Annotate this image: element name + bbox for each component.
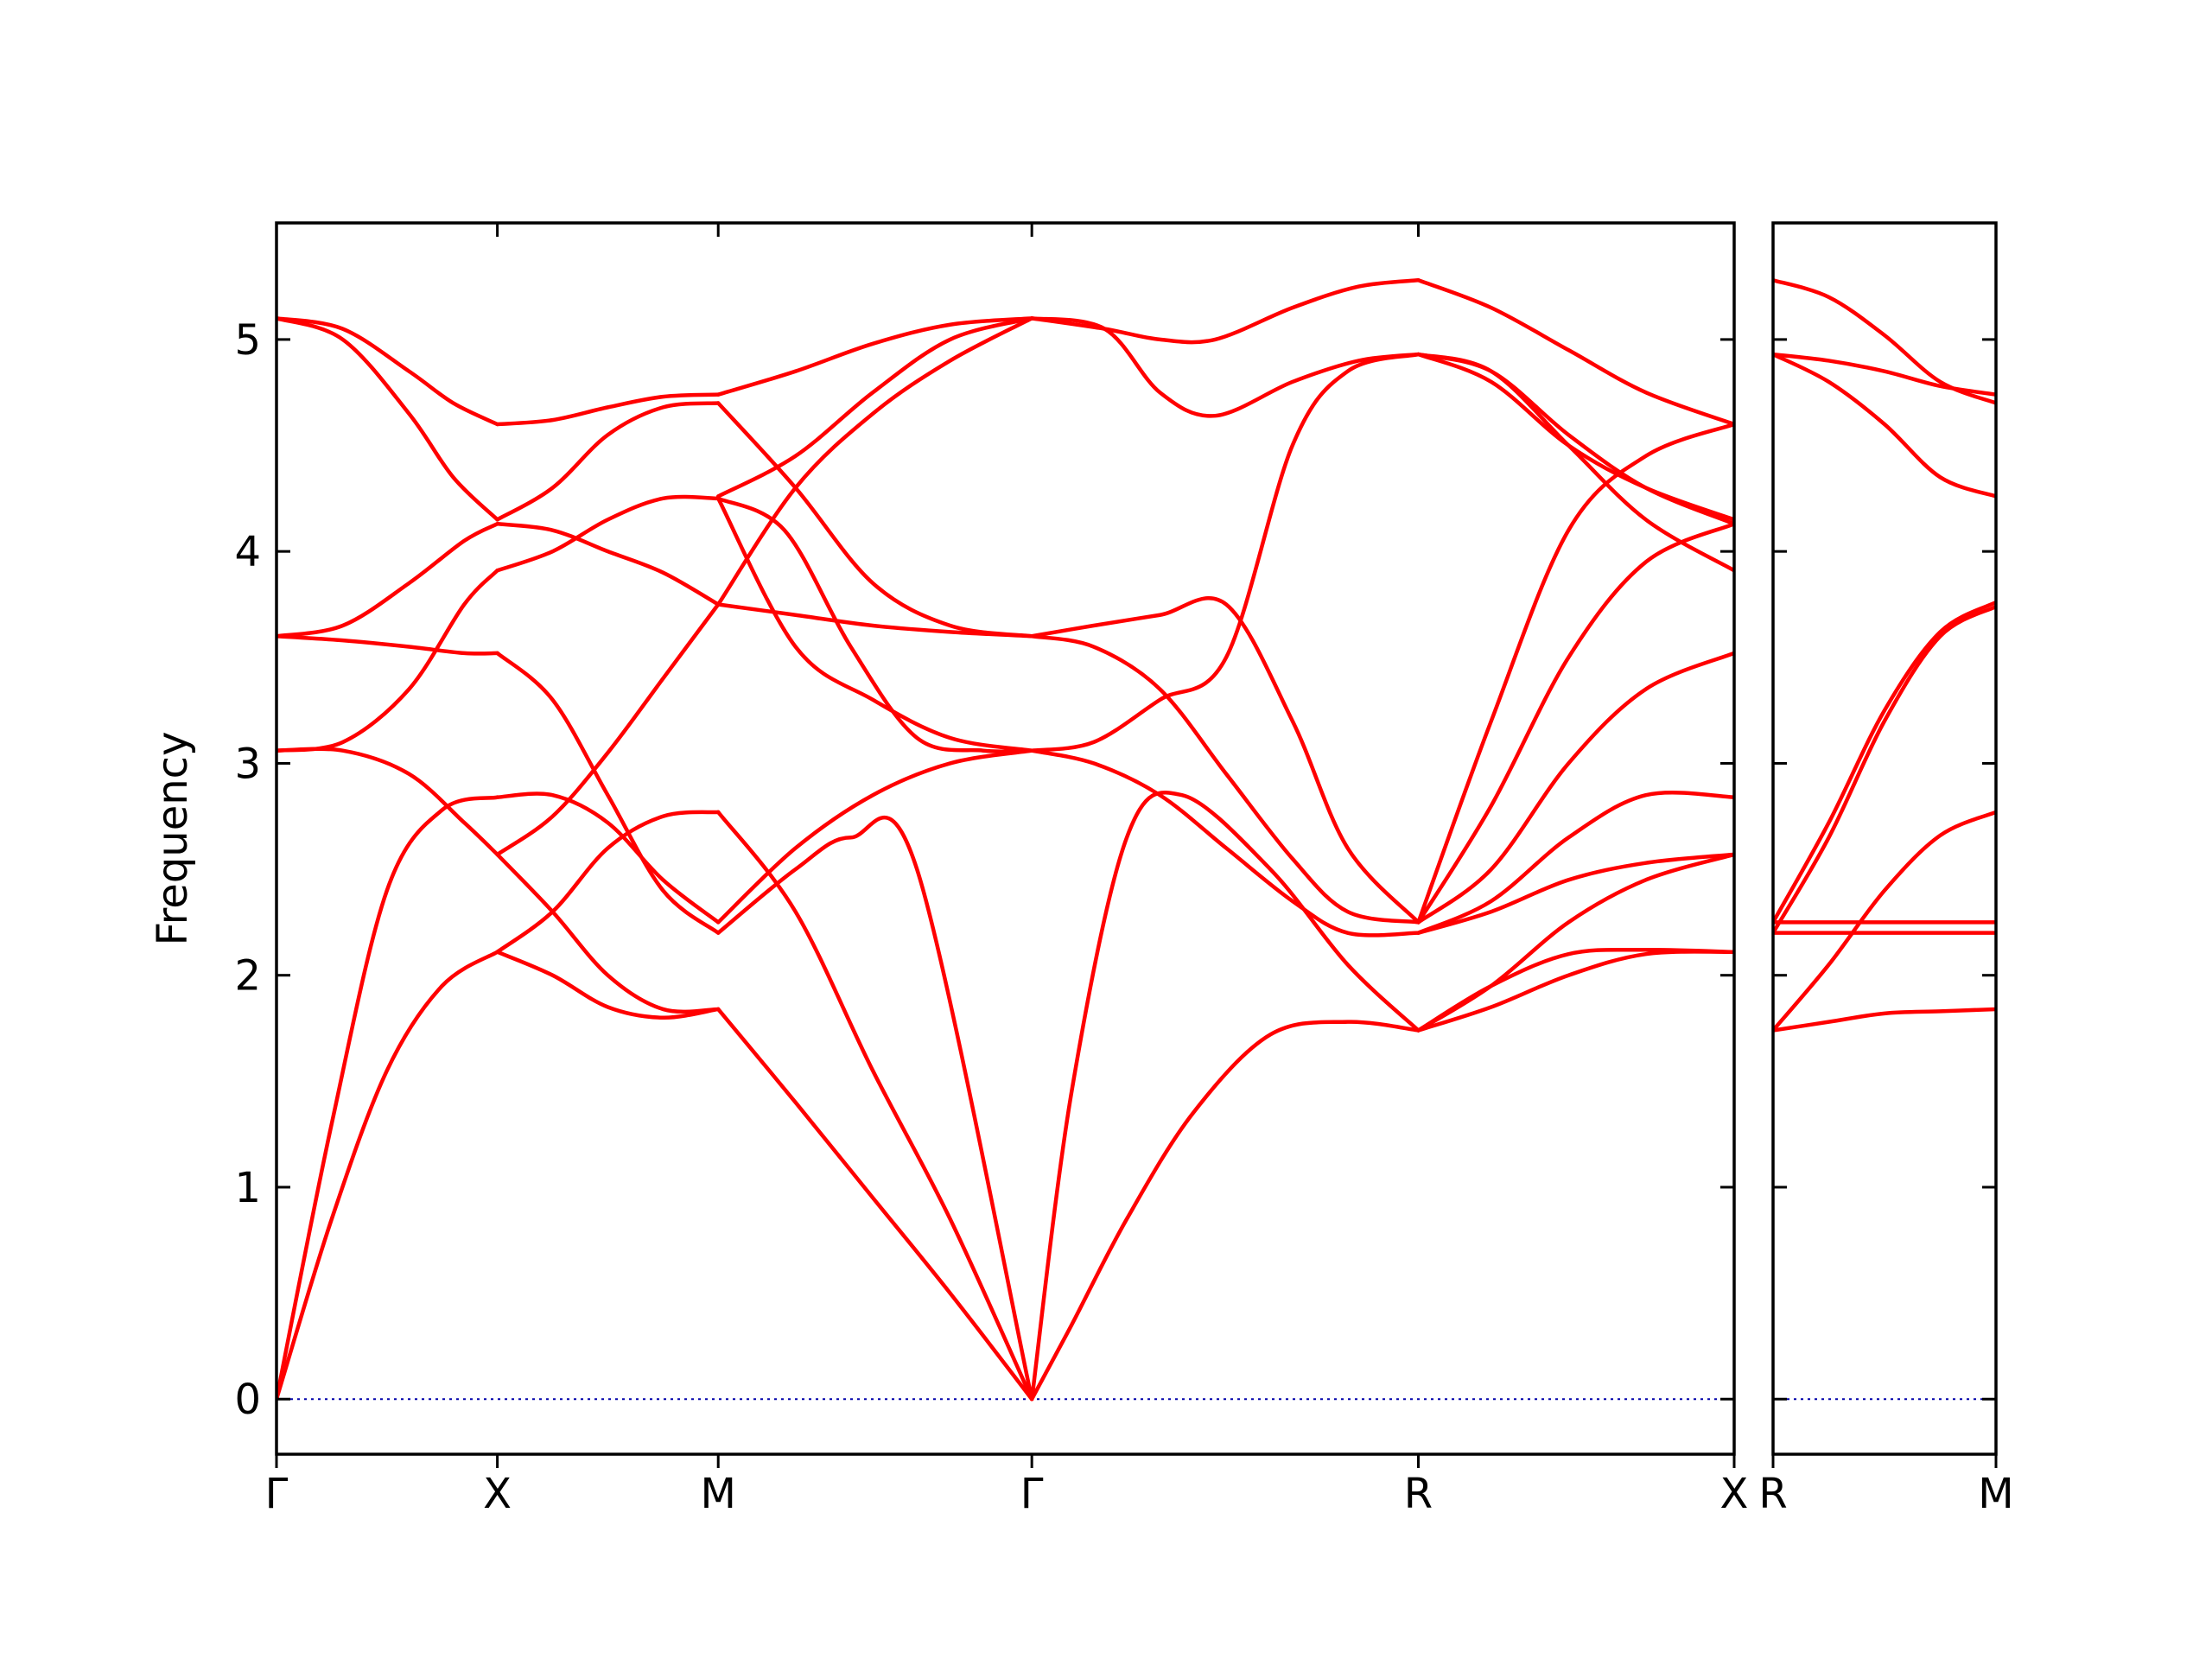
band-line-main-40 (1416, 852, 1734, 1033)
band-line-main-14 (495, 494, 721, 573)
band-line-right-7 (1773, 352, 1996, 397)
band-line-right-1 (1773, 810, 1996, 1033)
band-line-main-28 (715, 316, 1034, 397)
band-line-main-3 (276, 568, 499, 753)
x-tick-label: Γ (265, 1470, 289, 1518)
band-line-right-8 (1773, 277, 1996, 405)
y-tick-label: 2 (234, 952, 261, 1001)
band-line-main-38 (1416, 950, 1734, 1033)
band-line-main-44 (1416, 422, 1734, 925)
x-tick-label: R (1404, 1470, 1433, 1518)
x-tick-label: M (701, 1470, 736, 1518)
panel-main: 0 1 2 3 4 5 Γ X M Γ R X (234, 221, 1749, 1518)
band-line-main-47 (1416, 352, 1734, 526)
y-axis-label-group: Frequency (149, 732, 197, 946)
band-line-main-31 (1029, 748, 1421, 938)
y-tick-label: 0 (234, 1376, 261, 1424)
y-tick-label: 1 (234, 1164, 261, 1212)
band-line-main-18 (715, 1007, 1034, 1402)
band-line-main-23 (715, 496, 1034, 754)
x-tick-label: M (1978, 1470, 2013, 1518)
band-line-main-34 (1029, 634, 1421, 925)
band-line-main-48 (1416, 277, 1734, 427)
band-line-main-27 (715, 316, 1034, 499)
band-series-group (1773, 277, 1996, 1033)
y-tick-label: 3 (234, 740, 261, 788)
band-line-main-16 (495, 401, 721, 522)
band-line-right-6 (1773, 352, 1996, 499)
band-line-right-0 (1773, 1007, 1996, 1033)
band-line-main-39 (1416, 852, 1734, 935)
band-line-main-1 (276, 950, 499, 1402)
band-line-main-43 (1416, 522, 1734, 925)
band-line-main-17 (495, 392, 721, 427)
band-line-main-29 (1029, 1020, 1421, 1402)
axes-frame-right (1771, 221, 1998, 1456)
band-line-main-11 (495, 602, 721, 857)
band-line-main-13 (495, 810, 721, 954)
band-line-main-0 (276, 795, 499, 1402)
x-tick-label: X (1720, 1470, 1749, 1518)
band-line-main-30 (1029, 790, 1421, 1402)
band-line-main-4 (276, 634, 499, 656)
y-axis-label: Frequency (149, 732, 197, 946)
band-line-main-21 (715, 748, 1034, 925)
band-line-main-7 (276, 316, 499, 427)
band-line-main-26 (715, 316, 1034, 607)
band-line-main-25 (715, 496, 1034, 753)
x-tick-label: X (483, 1470, 512, 1518)
band-line-main-42 (1416, 651, 1734, 925)
band-line-main-15 (495, 522, 721, 607)
band-line-main-36 (1029, 277, 1421, 345)
band-line-right-5 (1773, 600, 1996, 925)
axes-frame-main (275, 221, 1736, 1456)
band-line-main-22 (715, 602, 1034, 639)
band-series-group (276, 277, 1734, 1402)
x-tick-label: R (1758, 1470, 1787, 1518)
band-line-main-41 (1416, 790, 1734, 935)
band-line-right-4 (1773, 604, 1996, 935)
band-line-main-24 (715, 401, 1034, 639)
band-line-main-35 (1029, 316, 1421, 418)
x-tick-label: Γ (1020, 1470, 1044, 1518)
band-line-main-10 (495, 852, 721, 1014)
band-line-main-20 (715, 816, 1034, 1402)
y-tick-label: 5 (234, 316, 261, 365)
band-line-main-33 (1029, 596, 1421, 925)
band-line-main-6 (276, 316, 499, 522)
band-line-main-9 (495, 950, 721, 1020)
band-line-main-5 (276, 522, 499, 639)
band-line-main-19 (715, 810, 1034, 1402)
band-line-main-8 (495, 791, 721, 925)
band-line-main-37 (1416, 947, 1734, 1033)
band-line-main-12 (495, 651, 721, 935)
y-tick-label: 4 (234, 528, 261, 576)
band-line-main-32 (1029, 352, 1421, 753)
